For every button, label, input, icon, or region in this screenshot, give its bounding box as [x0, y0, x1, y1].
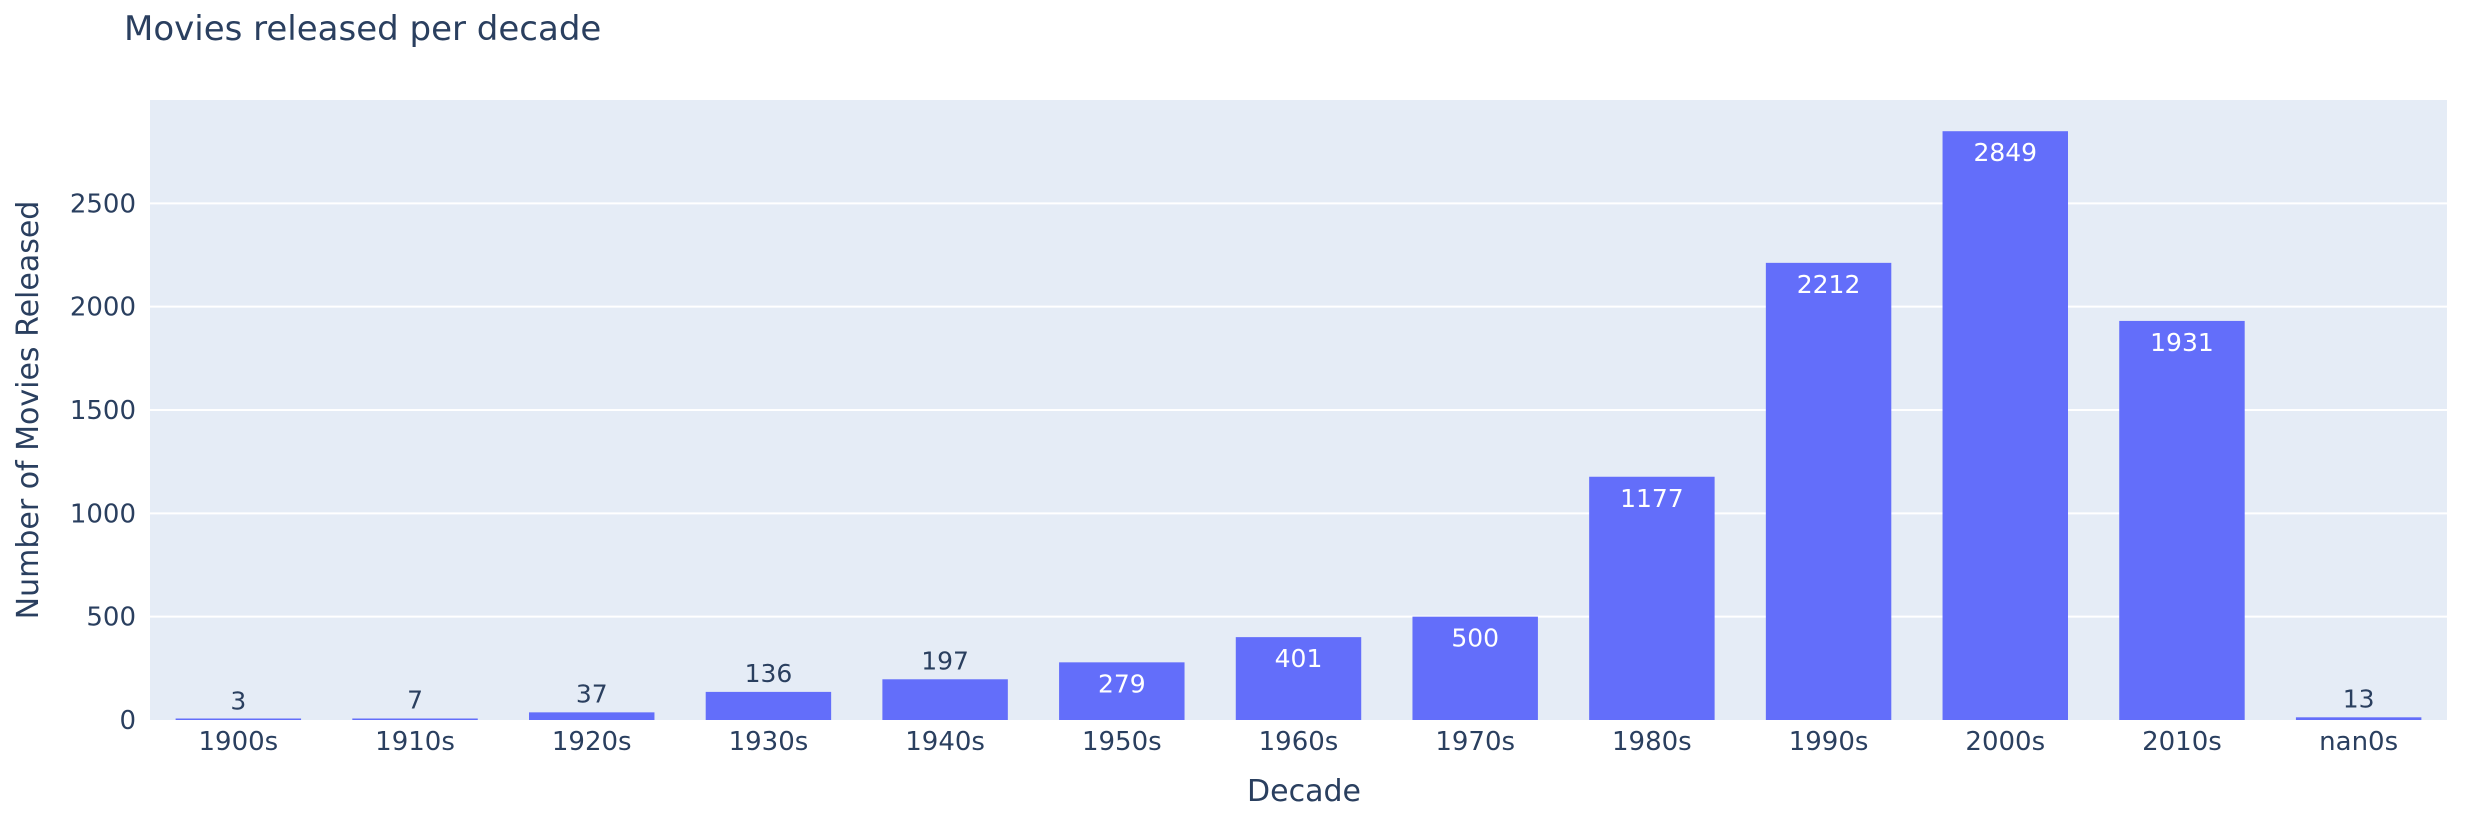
x-tick-label: 2000s — [1965, 727, 2045, 757]
bar-nan0s — [2295, 717, 2422, 720]
bar-value-label: 197 — [921, 646, 969, 675]
x-tick-label: 1940s — [905, 727, 985, 757]
bar-value-label: 136 — [745, 659, 793, 688]
x-tick-label: 2010s — [2142, 727, 2222, 757]
bar-value-label: 37 — [576, 679, 608, 708]
x-axis-title: Decade — [1247, 774, 1361, 809]
x-tick-label: 1970s — [1435, 727, 1515, 757]
bar-1920s — [529, 712, 655, 720]
bar-1930s — [705, 691, 832, 720]
bar-2000s — [1942, 131, 2068, 720]
bar-2010s — [2119, 320, 2245, 720]
bar-1970s — [1412, 616, 1538, 720]
y-axis-ticks: 0 500 1000 1500 2000 2500 — [70, 189, 136, 736]
bar-value-label: 401 — [1275, 644, 1323, 673]
x-tick-label: 1990s — [1789, 727, 1869, 757]
bar-1980s — [1589, 476, 1715, 720]
bar-1960s — [1235, 637, 1362, 720]
bar-1990s — [1765, 262, 1892, 720]
x-tick-label: 1950s — [1082, 727, 1162, 757]
x-tick-label: 1930s — [729, 727, 809, 757]
chart-title: Movies released per decade — [124, 9, 601, 49]
bars — [175, 131, 2422, 720]
x-axis-ticks: 1900s 1910s 1920s 1930s 1940s 1950s 1960s 1970s… — [198, 727, 2398, 757]
x-tick-label: nan0s — [2319, 727, 2398, 757]
x-tick-label: 1920s — [552, 727, 632, 757]
bar-value-label: 2212 — [1797, 270, 1861, 299]
bar-value-label: 2849 — [1973, 138, 2037, 167]
bar-value-label: 3 — [230, 686, 246, 715]
bar-value-label: 1177 — [1620, 484, 1684, 513]
y-tick-label: 1500 — [70, 396, 136, 426]
bar-1940s — [882, 679, 1008, 720]
y-tick-label: 2500 — [70, 189, 136, 219]
bar-value-label: 279 — [1098, 669, 1146, 698]
bar-value-label: 13 — [2343, 684, 2375, 713]
x-tick-label: 1960s — [1259, 727, 1339, 757]
x-tick-label: 1980s — [1612, 727, 1692, 757]
bar-value-label: 1931 — [2150, 328, 2214, 357]
bar-1910s — [352, 718, 478, 720]
bar-1900s — [175, 718, 302, 720]
y-axis-title: Number of Movies Released — [11, 201, 46, 620]
bar-1950s — [1059, 662, 1185, 720]
y-tick-label: 0 — [119, 706, 136, 736]
y-tick-label: 2000 — [70, 293, 136, 323]
x-tick-label: 1910s — [375, 727, 455, 757]
y-tick-label: 500 — [86, 603, 136, 633]
bar-value-label: 500 — [1451, 624, 1499, 653]
x-tick-label: 1900s — [198, 727, 278, 757]
bar-value-label: 7 — [407, 686, 423, 715]
y-tick-label: 1000 — [70, 499, 136, 529]
